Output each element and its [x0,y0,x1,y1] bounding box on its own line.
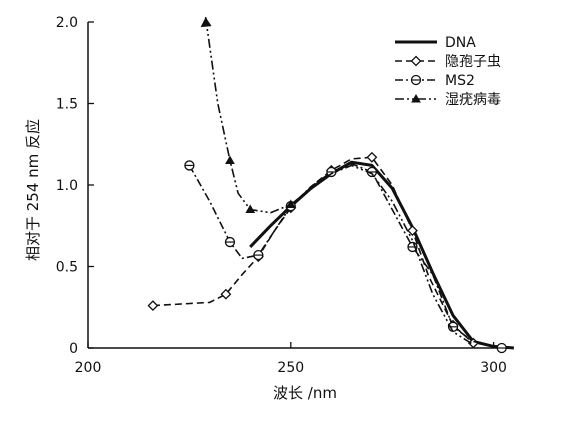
axes: 200 250 300 0 0.5 1.0 1.5 2.0 [56,15,512,376]
data-point [285,199,296,209]
data-point [220,288,232,300]
y-tick-label: 0 [69,341,78,357]
legend-item: MS2 [395,73,475,89]
legend-label: MS2 [445,73,475,89]
y-tick-label: 1.5 [56,97,78,113]
series-1 [147,151,479,349]
series-line [188,163,502,349]
y-tick-label: 2.0 [56,15,78,31]
x-tick-label: 200 [75,360,102,376]
legend-label: DNA [445,35,476,51]
x-tick-label: 250 [277,360,304,376]
data-point [225,155,235,165]
series-line [204,16,474,346]
data-point [147,300,159,312]
legend-item: DNA [395,35,476,51]
legend-label: 隐孢子虫 [445,54,501,70]
y-axis-label: 相对于 254 nm 反应 [24,119,42,261]
legend-item: 隐孢子虫 [395,54,501,70]
legend-marker [411,93,421,103]
y-tick-label: 0.5 [56,260,78,276]
data-point [366,151,378,163]
legend-item: 湿疣病毒 [395,92,501,108]
series-layer [147,16,515,354]
legend-marker [410,55,422,67]
series-line [152,156,474,344]
legend: DNA 隐孢子虫 MS2 湿疣病毒 [395,35,501,108]
data-point [245,204,256,213]
x-axis-label: 波长 /nm [273,384,337,402]
series-3 [200,16,474,346]
x-tick-label: 300 [480,360,507,376]
y-tick-label: 1.0 [56,178,78,194]
legend-label: 湿疣病毒 [445,92,501,108]
data-point [407,225,418,237]
arrowhead [200,17,212,28]
